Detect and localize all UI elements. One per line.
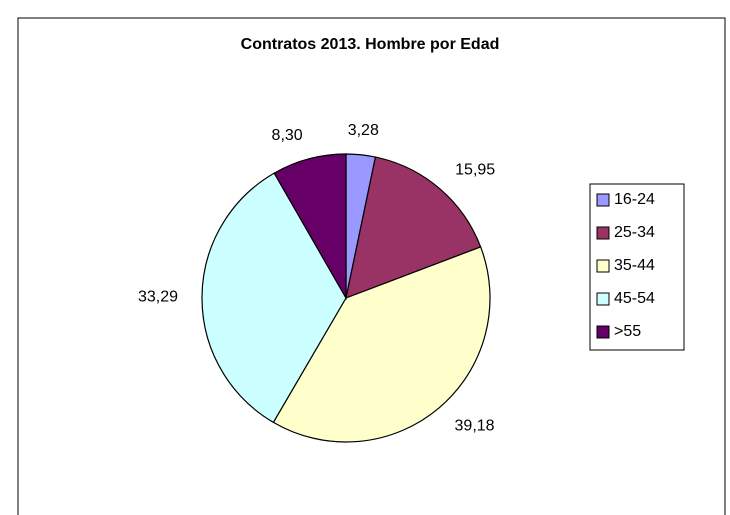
data-label: 15,95 <box>455 162 495 179</box>
data-label: 33,29 <box>138 289 178 306</box>
pie-slice <box>272 246 491 443</box>
legend-label: 25-34 <box>614 224 655 241</box>
legend-label: 35-44 <box>614 257 655 274</box>
pie-slice <box>273 153 347 301</box>
legend-swatch <box>596 259 610 273</box>
data-label: 39,18 <box>455 417 495 434</box>
legend-swatch <box>596 193 610 207</box>
legend-label: >55 <box>614 323 641 340</box>
data-label: 3,28 <box>348 122 379 139</box>
legend-swatch <box>596 292 610 306</box>
pie-slice <box>345 156 482 299</box>
legend-label: 16-24 <box>614 191 655 208</box>
legend-swatch <box>596 325 610 339</box>
chart-title: Contratos 2013. Hombre por Edad <box>241 36 500 53</box>
data-label: 8,30 <box>272 127 303 144</box>
legend-label: 45-54 <box>614 290 655 307</box>
legend-swatch <box>596 226 610 240</box>
